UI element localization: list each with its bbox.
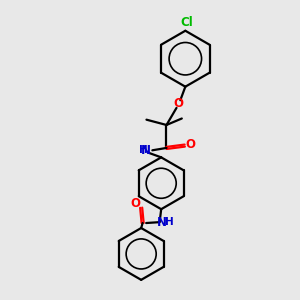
Text: H: H	[139, 145, 147, 155]
Text: H: H	[165, 217, 173, 227]
Text: Cl: Cl	[180, 16, 193, 29]
Text: O: O	[185, 139, 195, 152]
Text: N: N	[157, 216, 167, 229]
Text: N: N	[141, 144, 151, 157]
Text: O: O	[174, 97, 184, 110]
Text: O: O	[131, 197, 141, 210]
